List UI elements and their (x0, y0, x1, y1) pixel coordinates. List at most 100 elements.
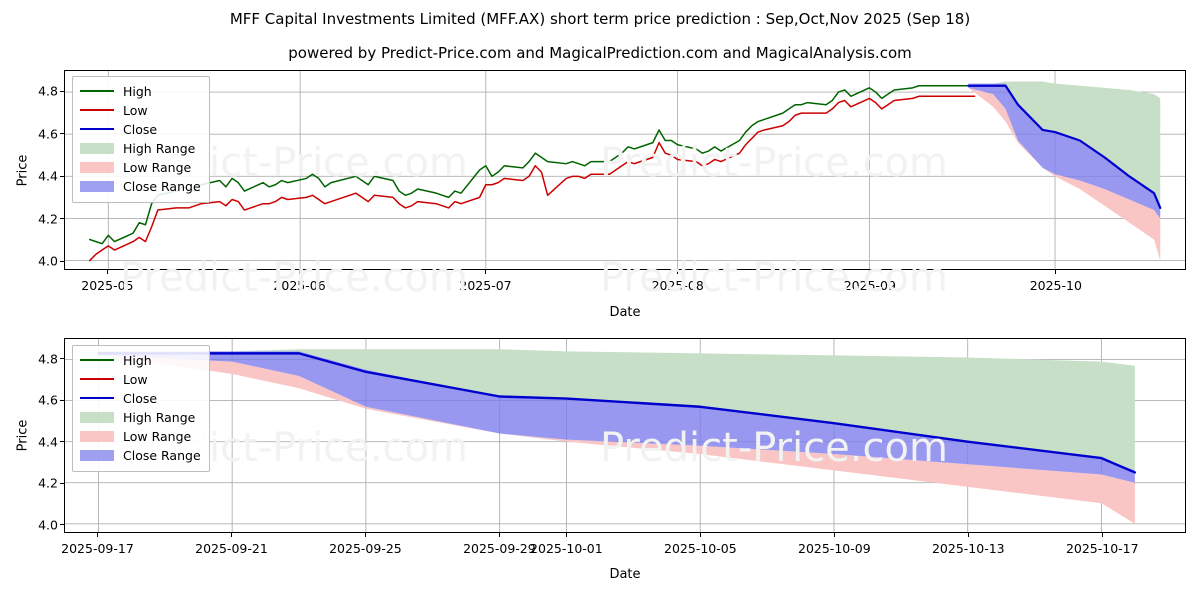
x-tick-mark (498, 533, 500, 537)
legend-swatch-icon (80, 354, 114, 367)
legend-swatch-icon (80, 142, 114, 155)
legend-item-label: Low (123, 103, 148, 118)
y-tick-label-top: 4.2 (38, 211, 58, 227)
legend-swatch-icon (80, 449, 114, 462)
x-tick-label-top: 2025-06 (273, 278, 326, 293)
legend-swatch-icon (80, 123, 114, 136)
chart-title: MFF Capital Investments Limited (MFF.AX)… (229, 10, 971, 28)
y-tick-label-top: 4.8 (38, 83, 58, 99)
legend-swatch-icon (80, 392, 114, 405)
x-tick-label-top: 2025-10 (1029, 278, 1082, 293)
x-axis-label-top: Date (609, 305, 641, 320)
x-tick-label-top: 2025-08 (651, 278, 704, 293)
legend-item-label: Close Range (123, 179, 201, 194)
legend-item-close: Close (80, 389, 201, 408)
legend-item-label: Close Range (123, 448, 201, 463)
high-line (90, 86, 975, 244)
y-tick-label-top: 4.6 (38, 126, 58, 142)
y-tick-label-bottom: 4.8 (38, 351, 58, 367)
x-tick-mark (1101, 533, 1103, 537)
y-tick-mark (60, 90, 64, 92)
y-tick-label-bottom: 4.2 (38, 475, 58, 491)
x-tick-label-bottom: 2025-10-01 (530, 541, 603, 556)
y-tick-label-bottom: 4.0 (38, 517, 58, 533)
close-range-band (968, 83, 1161, 219)
x-tick-mark (230, 533, 232, 537)
legend-item-label: High Range (123, 141, 196, 156)
y-tick-mark (60, 482, 64, 484)
legend-item-label: High Range (123, 410, 196, 425)
top-chart-canvas (65, 71, 1185, 269)
low-line (90, 96, 975, 260)
x-tick-label-bottom: 2025-09-25 (329, 541, 402, 556)
x-tick-mark (833, 533, 835, 537)
y-tick-label-top: 4.4 (38, 168, 58, 184)
legend-bottom: High Low Close High Range Low Range Close Ran… (72, 345, 210, 472)
chart-subtitle: powered by Predict-Price.com and Magical… (288, 44, 912, 62)
close-range-band (98, 351, 1135, 483)
y-tick-mark (60, 441, 64, 443)
x-tick-label-bottom: 2025-09-17 (61, 541, 134, 556)
y-tick-label-top: 4.0 (38, 253, 58, 269)
y-tick-mark (60, 399, 64, 401)
y-tick-mark (60, 260, 64, 262)
x-tick-label-bottom: 2025-10-17 (1065, 541, 1139, 556)
y-tick-mark (60, 218, 64, 220)
legend-item-high-range: High Range (80, 408, 201, 427)
legend-item-close-range: Close Range (80, 446, 201, 465)
legend-item-high: High (80, 351, 201, 370)
x-tick-label-top: 2025-05 (81, 278, 134, 293)
x-tick-mark (699, 533, 701, 537)
legend-swatch-icon (80, 85, 114, 98)
legend-item-high-range: High Range (80, 139, 201, 158)
y-tick-mark (60, 524, 64, 526)
y-tick-mark (60, 133, 64, 135)
legend-swatch-icon (80, 430, 114, 443)
x-tick-mark (967, 533, 969, 537)
legend-swatch-icon (80, 161, 114, 174)
legend-item-low-range: Low Range (80, 427, 201, 446)
legend-item-close-range: Close Range (80, 177, 201, 196)
legend-swatch-icon (80, 180, 114, 193)
x-tick-mark (565, 533, 567, 537)
x-tick-mark (1055, 270, 1057, 274)
legend-item-label: Close (123, 391, 158, 406)
legend-item-label: Low Range (123, 429, 192, 444)
legend-item-close: Close (80, 120, 201, 139)
x-tick-label-bottom: 2025-09-29 (463, 541, 536, 556)
legend-top: High Low Close High Range Low Range Close Ran… (72, 76, 210, 203)
x-tick-mark (677, 270, 679, 274)
x-tick-mark (364, 533, 366, 537)
x-tick-label-bottom: 2025-10-13 (931, 541, 1005, 556)
legend-item-label: Close (123, 122, 158, 137)
y-tick-mark (60, 175, 64, 177)
legend-item-low: Low (80, 101, 201, 120)
legend-swatch-icon (80, 411, 114, 424)
y-tick-label-bottom: 4.6 (38, 392, 58, 408)
legend-item-label: High (123, 84, 152, 99)
x-tick-label-bottom: 2025-10-09 (798, 541, 871, 556)
x-tick-mark (106, 270, 108, 274)
top-chart-plot-area (64, 70, 1186, 270)
x-tick-mark (485, 270, 487, 274)
legend-item-low-range: Low Range (80, 158, 201, 177)
x-tick-label-top: 2025-09 (843, 278, 896, 293)
x-tick-mark (96, 533, 98, 537)
x-tick-label-top: 2025-07 (459, 278, 512, 293)
x-axis-label-bottom: Date (609, 567, 641, 582)
close-line (98, 353, 1134, 472)
bottom-chart-canvas (65, 339, 1185, 532)
legend-item-label: Low (123, 372, 148, 387)
legend-item-high: High (80, 82, 201, 101)
x-tick-mark (299, 270, 301, 274)
high-range-band (98, 349, 1135, 471)
x-tick-label-bottom: 2025-09-21 (195, 541, 268, 556)
high-range-band (968, 81, 1161, 206)
x-tick-label-bottom: 2025-10-05 (664, 541, 737, 556)
y-tick-label-bottom: 4.4 (38, 434, 58, 450)
legend-swatch-icon (80, 104, 114, 117)
x-tick-mark (869, 270, 871, 274)
legend-swatch-icon (80, 373, 114, 386)
legend-item-label: Low Range (123, 160, 192, 175)
